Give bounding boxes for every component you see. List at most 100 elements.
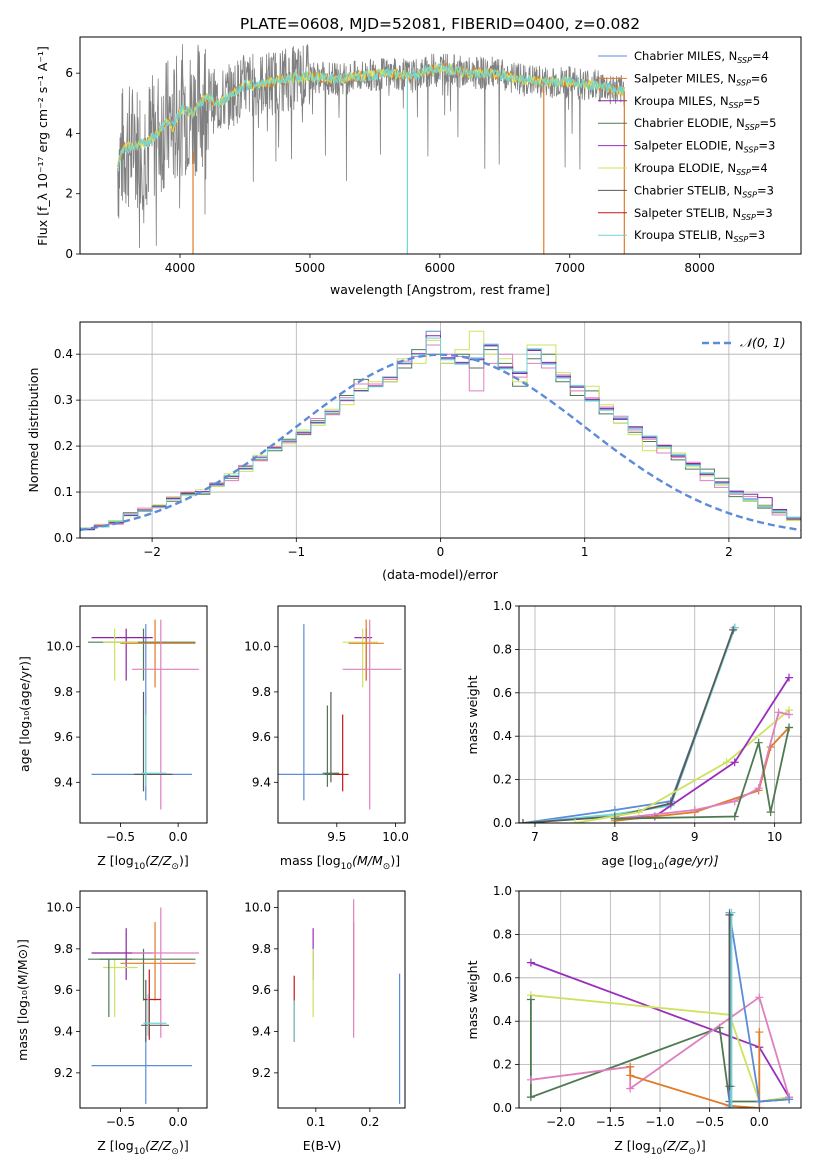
mw-age-ylabel: mass weight: [465, 675, 480, 754]
mass-weight-vs-age-panel: 7 8 9 10 0.0 0.2 0.4 0.6 0.8 1.0: [493, 599, 802, 844]
mass-z-ytick-label: 9.8: [54, 942, 73, 956]
mw-age-xtick-label: 8: [611, 830, 619, 844]
age-z-ytick-label: 9.8: [54, 685, 73, 699]
mw-age-marker: [634, 808, 643, 817]
mass-z-ytick-label: 9.2: [54, 1066, 73, 1080]
spectrum-panel: 4000 5000 6000 7000 8000 0 2 4 6 Chabrier MILES, …: [65, 36, 802, 275]
mw-z-marker: [526, 958, 535, 967]
mass-z-xtick-label: 0.0: [169, 1115, 188, 1129]
mass-vs-metallicity-panel: −0.5 0.0 9.2 9.4 9.6 9.8 10.0: [46, 890, 208, 1129]
mw-age-xtick-label: 10: [767, 830, 782, 844]
mw-z-marker: [755, 1097, 764, 1106]
age-mass-ytick-label: 9.4: [252, 775, 271, 789]
mass-ebv-ytick-label: 9.8: [252, 942, 271, 956]
mw-age-marker: [729, 625, 738, 634]
mw-z-xtick-label: −2.0: [546, 1115, 575, 1129]
mw-age-marker: [785, 673, 794, 682]
spectrum-legend-label: Kroupa STELIB, NSSP=3: [634, 228, 765, 244]
residual-ylabel: Normed distribution: [26, 368, 41, 493]
mw-z-xtick-label: −1.5: [596, 1115, 625, 1129]
mw-z-series-line: [530, 994, 790, 1103]
mw-age-xtick-label: 7: [531, 830, 539, 844]
age-vs-mass-panel: 9.5 10.0 9.4 9.6 9.8 10.0: [244, 605, 409, 844]
age-z-ytick-label: 9.4: [54, 775, 73, 789]
mw-age-marker: [754, 784, 763, 793]
age-z-xtick-label: −0.5: [106, 830, 135, 844]
age-mass-plot-area: [278, 619, 402, 810]
mass-z-ytick-label: 10.0: [46, 901, 73, 915]
residual-xtick-label: −2: [143, 545, 161, 559]
mw-z-plot-area: [526, 908, 794, 1108]
mass-ebv-ytick-label: 9.4: [252, 1025, 271, 1039]
spectrum-legend-label: Salpeter STELIB, NSSP=3: [634, 206, 773, 222]
mw-z-xtick-label: −0.5: [695, 1115, 724, 1129]
mw-z-marker: [725, 910, 734, 919]
mw-age-ytick-label: 0.4: [493, 729, 512, 743]
mw-z-marker: [526, 1075, 535, 1084]
mw-age-marker: [730, 758, 739, 767]
mw-z-ytick-label: 0.4: [493, 1014, 512, 1028]
residual-ytick-label: 0.0: [54, 531, 73, 545]
mw-z-ytick-label: 0.2: [493, 1058, 512, 1072]
spectrum-ytick-label: 4: [65, 126, 73, 140]
residual-xtick-label: 1: [581, 545, 589, 559]
gaussian-reference-curve: [80, 353, 801, 532]
mw-z-ytick-label: 0.8: [493, 927, 512, 941]
residual-xtick-label: 0: [437, 545, 445, 559]
age-z-xlabel: Z [log10(Z/Z⊙)]: [97, 853, 188, 872]
mw-z-marker: [755, 993, 764, 1002]
spectrum-xtick-label: 8000: [684, 261, 715, 275]
mw-age-marker: [785, 723, 794, 732]
mw-age-marker: [722, 758, 731, 767]
age-mass-ytick-label: 9.6: [252, 730, 271, 744]
spectrum-ytick-label: 6: [65, 66, 73, 80]
spectrum-xtick-label: 4000: [165, 261, 196, 275]
mass-z-frame: [79, 890, 208, 1109]
mw-z-xtick-label: 0.0: [750, 1115, 769, 1129]
age-mass-xtick-label: 10.0: [382, 830, 409, 844]
spectrum-plot-area: [117, 44, 625, 254]
mw-z-ytick-label: 0.0: [493, 1101, 512, 1115]
age-mass-ytick-label: 9.8: [252, 685, 271, 699]
age-mass-xtick-label: 9.5: [327, 830, 346, 844]
mw-age-ytick-label: 1.0: [493, 599, 512, 613]
residual-ytick-label: 0.4: [54, 347, 73, 361]
age-z-frame: [79, 605, 208, 824]
residual-ytick-label: 0.1: [54, 485, 73, 499]
age-vs-metallicity-panel: −0.5 0.0 9.4 9.6 9.8 10.0: [46, 605, 208, 844]
mw-z-marker: [626, 1071, 635, 1080]
spectrum-legend-label: Kroupa ELODIE, NSSP=4: [634, 161, 768, 177]
spectrum-ytick-label: 0: [65, 247, 73, 261]
spectrum-ylabel: Flux [f_λ 10⁻¹⁷ erg cm⁻² s⁻¹ A⁻¹]: [35, 46, 50, 246]
mw-z-xtick-label: −1.0: [645, 1115, 674, 1129]
mw-age-xtick-label: 9: [691, 830, 699, 844]
residual-histogram-panel: −2 −1 0 1 2 0.0 0.1 0.2 0.3 0.4: [54, 321, 802, 559]
mw-z-ytick-label: 1.0: [493, 884, 512, 898]
spectrum-legend-label: Salpeter MILES, NSSP=6: [634, 71, 768, 87]
mw-age-marker: [754, 738, 763, 747]
mass-weight-vs-metallicity-panel: −2.0 −1.5 −1.0 −0.5 0.0 0.0 0.2 0.4 0.6 0.8 1.0: [493, 884, 802, 1129]
mw-z-xlabel: Z [log10(Z/Z⊙)]: [614, 1138, 705, 1157]
residual-legend-label: 𝒩(0, 1): [740, 335, 786, 350]
mw-age-series-line: [574, 709, 790, 823]
mw-age-ytick-label: 0.2: [493, 773, 512, 787]
residual-ytick-label: 0.2: [54, 439, 73, 453]
spectrum-frame: [79, 36, 802, 255]
mass-z-ytick-label: 9.4: [54, 1025, 73, 1039]
mw-age-marker: [766, 808, 775, 817]
mw-z-marker: [626, 1062, 635, 1071]
mw-age-plot-area: [519, 623, 794, 823]
mass-ebv-ytick-label: 10.0: [244, 901, 271, 915]
mw-z-marker: [725, 1082, 734, 1091]
mw-age-marker: [730, 797, 739, 806]
mw-age-marker: [570, 819, 579, 823]
age-z-ytick-label: 9.6: [54, 730, 73, 744]
spectrum-title: PLATE=0608, MJD=52081, FIBERID=0400, z=0…: [240, 15, 640, 33]
age-mass-xlabel: mass [log10(M/M⊙)]: [280, 853, 400, 872]
mw-z-ytick-label: 0.6: [493, 971, 512, 985]
mass-z-ylabel: mass [log₁₀(M/M⊙)]: [15, 939, 30, 1061]
mw-age-ytick-label: 0.0: [493, 816, 512, 830]
mw-age-series-line: [614, 677, 790, 820]
mw-z-marker: [727, 1104, 736, 1108]
